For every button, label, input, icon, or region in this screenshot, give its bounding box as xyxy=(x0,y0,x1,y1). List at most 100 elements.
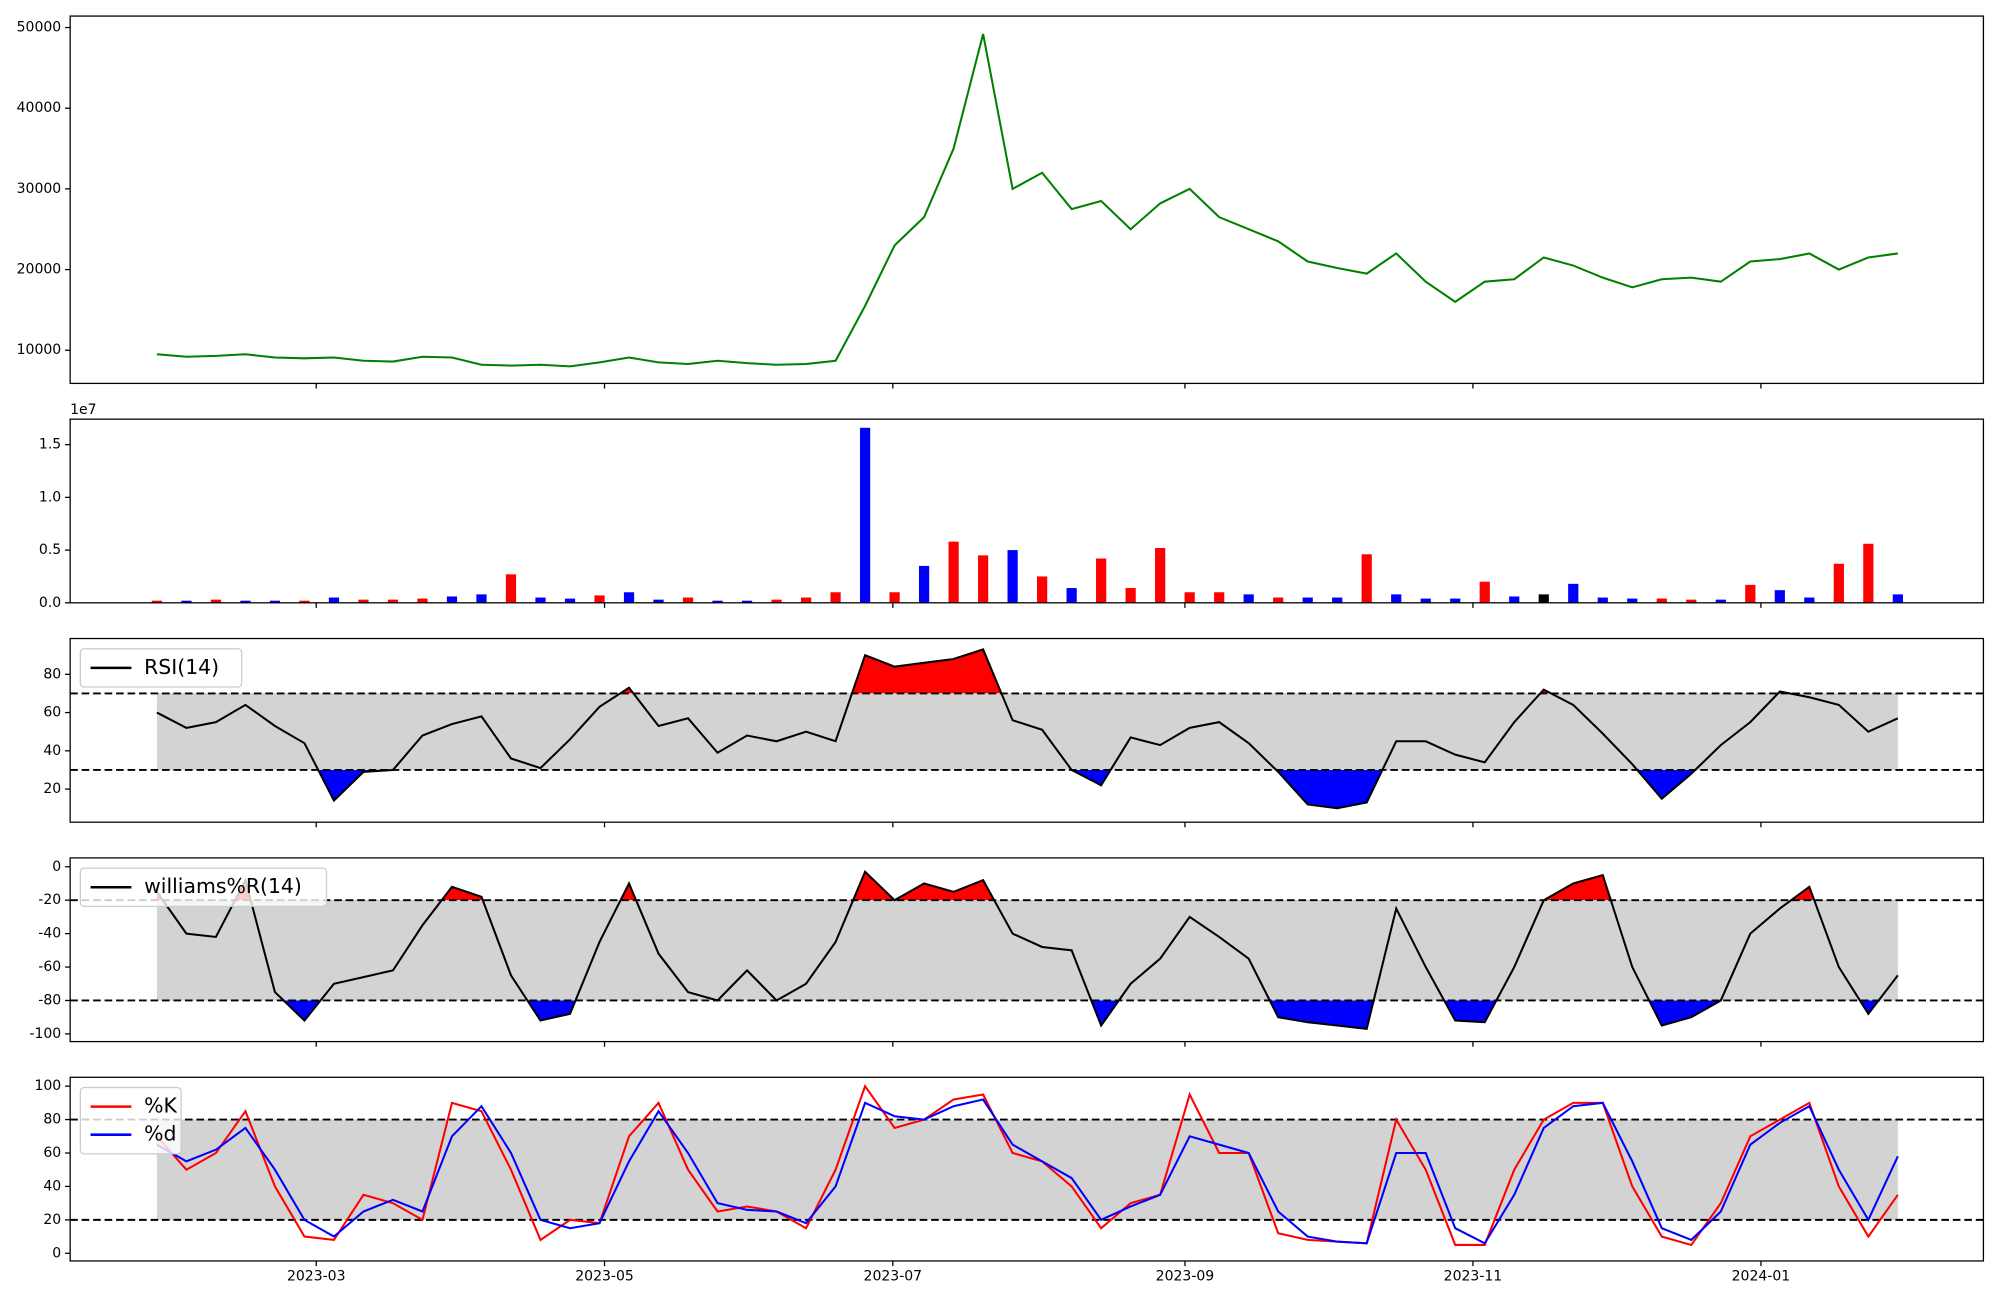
volume-bar xyxy=(1184,592,1195,603)
series-line xyxy=(156,33,1898,368)
volume-bar xyxy=(476,594,487,603)
volume-bar xyxy=(1863,543,1874,603)
volume-bar xyxy=(889,592,900,603)
y-tick-label: 20 xyxy=(43,781,61,797)
y-tick-label: 40 xyxy=(43,743,61,759)
volume-bar xyxy=(1214,592,1225,603)
panel: 10000 20000 30000 40000 50000 xyxy=(17,15,1985,389)
legend-box xyxy=(79,648,243,688)
y-tick-label: 80 xyxy=(43,1112,61,1128)
volume-bar xyxy=(387,599,399,603)
volume-bar xyxy=(978,555,989,603)
volume-bar xyxy=(417,598,428,603)
volume-bar xyxy=(210,599,222,603)
volume-bar xyxy=(1155,547,1166,603)
volume-bar xyxy=(623,592,635,603)
volume-bar xyxy=(240,600,251,603)
volume-bar xyxy=(299,600,310,603)
legend-label: %K xyxy=(144,1094,177,1118)
axes-frame xyxy=(69,637,1985,823)
volume-bar xyxy=(1273,597,1284,603)
volume-bar xyxy=(328,597,340,603)
volume-bar xyxy=(1450,598,1461,603)
volume-bar xyxy=(1125,588,1136,603)
y-tick-label: 0 xyxy=(52,859,61,875)
volume-bar xyxy=(800,597,812,603)
volume-bar xyxy=(771,599,782,603)
volume-bar xyxy=(1892,594,1903,603)
oversold-fill xyxy=(156,769,1898,809)
oversold-fill xyxy=(156,1000,1898,1029)
panel: 20 40 60 80 RSI(14) xyxy=(43,637,1985,828)
volume-bar xyxy=(1096,558,1107,603)
volume-bar xyxy=(594,595,605,603)
legend-label: RSI(14) xyxy=(144,655,219,679)
y-tick-label: 60 xyxy=(43,1145,61,1161)
panel: -100 -80 -60 -40 -20 0 williams%R(14) xyxy=(29,857,1985,1047)
y-tick-label: -40 xyxy=(38,926,61,942)
y-tick-label: 80 xyxy=(43,666,61,682)
volume-bar xyxy=(1627,598,1638,603)
volume-bar xyxy=(1715,599,1726,603)
y-tick-label: 0 xyxy=(52,1245,61,1261)
volume-bar xyxy=(1804,597,1815,603)
legend-label: williams%R(14) xyxy=(144,874,302,898)
y-tick-label: 40000 xyxy=(17,100,62,116)
y-tick-label: 0.5 xyxy=(39,542,61,558)
y-tick-label: 60 xyxy=(43,705,61,721)
panel: 0 20 40 60 80 100 2023-03 2023-05 2023-07 2023-09… xyxy=(34,1076,1985,1284)
y-tick-label: 40 xyxy=(43,1178,61,1194)
x-tick-label: 2023-07 xyxy=(864,1268,923,1284)
volume-bar xyxy=(564,598,576,603)
y-tick-label: -20 xyxy=(38,892,61,908)
volume-bar xyxy=(682,597,694,603)
volume-bar xyxy=(1509,596,1520,603)
y-tick-label: 50000 xyxy=(17,20,62,36)
x-tick-label: 2023-05 xyxy=(575,1268,634,1284)
volume-bar xyxy=(446,596,458,603)
y-tick-label: 100 xyxy=(34,1078,61,1094)
volume-bar xyxy=(948,541,959,603)
neutral-band xyxy=(156,693,1898,770)
panel: 0.0 0.5 1.0 1.5 1e7 xyxy=(39,402,1985,611)
volume-bar xyxy=(1479,581,1490,603)
volume-bar xyxy=(358,599,369,603)
series-line xyxy=(156,1083,1899,1247)
volume-bar xyxy=(1243,594,1254,603)
volume-bar xyxy=(712,600,723,603)
series-line xyxy=(156,1098,1899,1245)
x-tick-label: 2024-01 xyxy=(1732,1268,1791,1284)
y-tick-label: -80 xyxy=(38,992,61,1008)
x-tick-label: 2023-09 xyxy=(1156,1268,1215,1284)
volume-bar xyxy=(1774,590,1785,603)
volume-bar xyxy=(1066,588,1077,603)
legend-box xyxy=(79,1086,182,1155)
y-tick-label: 0.0 xyxy=(39,595,61,611)
y-tick-label: 1.0 xyxy=(39,489,61,505)
volume-bar xyxy=(1332,597,1343,603)
volume-bar xyxy=(830,592,841,603)
volume-bar xyxy=(1568,583,1579,603)
volume-bar xyxy=(1420,598,1431,603)
neutral-band xyxy=(156,900,1898,1001)
axes-frame xyxy=(69,1076,1985,1262)
series-line xyxy=(156,648,1899,810)
volume-bar xyxy=(181,600,192,603)
legend-label: %d xyxy=(144,1122,176,1146)
volume-bar xyxy=(1391,594,1402,603)
y-tick-label: 20 xyxy=(43,1212,61,1228)
y-tick-label: 10000 xyxy=(17,342,62,358)
volume-bar xyxy=(535,597,546,603)
volume-bar xyxy=(741,600,753,603)
volume-bar xyxy=(1745,584,1756,603)
volume-bar xyxy=(505,574,517,603)
y-tick-label: 1.5 xyxy=(39,437,61,453)
series-line xyxy=(156,870,1899,1030)
volume-bar xyxy=(918,565,930,603)
volume-bar xyxy=(1833,563,1844,603)
volume-bar xyxy=(1538,594,1549,603)
volume-bar xyxy=(1302,597,1313,603)
volume-bar xyxy=(1686,599,1697,603)
volume-bar xyxy=(653,599,664,603)
volume-bar xyxy=(1656,598,1667,603)
